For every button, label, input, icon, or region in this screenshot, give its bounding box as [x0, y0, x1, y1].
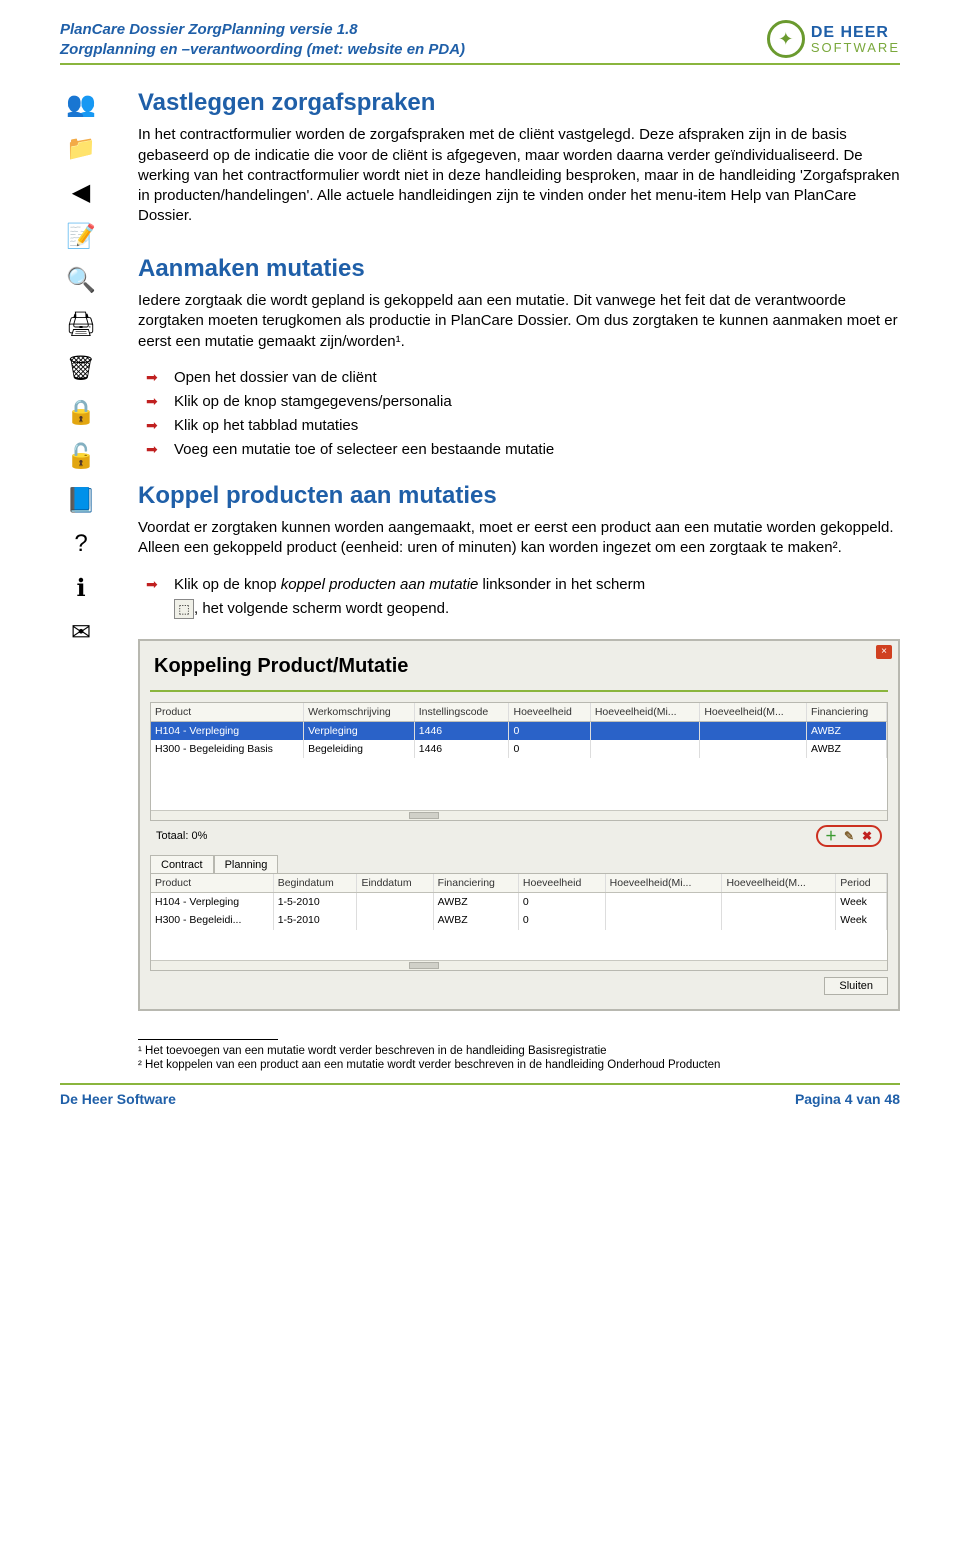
window-title: Koppeling Product/Mutatie [154, 653, 888, 680]
header-title-block: PlanCare Dossier ZorgPlanning versie 1.8… [60, 20, 465, 59]
main-content: Vastleggen zorgafspraken In het contract… [138, 83, 900, 1073]
users-icon[interactable]: 👥 [60, 83, 102, 125]
column-header[interactable]: Hoeveelheid(Mi... [605, 874, 722, 893]
column-header[interactable]: Hoeveelheid [518, 874, 605, 893]
add-icon[interactable]: ＋ [824, 829, 838, 843]
scrollbar-bottom[interactable] [151, 960, 887, 970]
column-header[interactable]: Einddatum [357, 874, 433, 893]
column-header[interactable]: Hoeveelheid [509, 703, 590, 722]
table-products: ProductWerkomschrijvingInstellingscodeHo… [151, 703, 887, 759]
footer-page: Pagina 4 van 48 [795, 1091, 900, 1107]
link-product-icon: ⬚ [174, 599, 194, 619]
column-header[interactable]: Hoeveelheid(Mi... [590, 703, 700, 722]
table-bottom-panel: ProductBegindatumEinddatumFinancieringHo… [150, 873, 888, 971]
bullet-item: Klik op de knop stamgegevens/personalia [170, 390, 900, 414]
para-aanmaken: Iedere zorgtaak die wordt gepland is gek… [138, 291, 900, 352]
page: PlanCare Dossier ZorgPlanning versie 1.8… [0, 0, 960, 1544]
footnote-1: ¹ Het toevoegen van een mutatie wordt ve… [138, 1044, 900, 1059]
para-vastleggen: In het contractformulier worden de zorga… [138, 125, 900, 226]
search-icon[interactable]: 🔍 [60, 259, 102, 301]
brand-logo: ✦ DE HEER SOFTWARE [767, 20, 900, 58]
header-line-1: PlanCare Dossier ZorgPlanning versie 1.8 [60, 20, 465, 40]
header-line-2: Zorgplanning en –verantwoording (met: we… [60, 40, 465, 60]
sidebar: 👥📁◀📝🔍🖨🗑🔒🔓📘?ℹ✉ [60, 83, 108, 1073]
column-header[interactable]: Hoeveelheid(M... [700, 703, 807, 722]
window-title-rule [150, 690, 888, 692]
tab-contract[interactable]: Contract [150, 855, 214, 873]
window-close-icon[interactable]: × [876, 645, 892, 659]
tab-strip: Contract Planning [150, 855, 888, 873]
table-top-panel: ProductWerkomschrijvingInstellingscodeHo… [150, 702, 888, 822]
book-icon[interactable]: 📘 [60, 479, 102, 521]
para-koppel: Voordat er zorgtaken kunnen worden aange… [138, 518, 900, 559]
footnotes: ¹ Het toevoegen van een mutatie wordt ve… [138, 1039, 900, 1074]
bullet-text-em: koppel producten aan mutatie [281, 576, 479, 593]
bullet-list-koppel: Klik op de knop koppel producten aan mut… [170, 573, 900, 621]
table-row[interactable]: H104 - Verpleging1-5-2010AWBZ0Week [151, 893, 887, 912]
table-row[interactable]: H300 - Begeleiding BasisBegeleiding14460… [151, 740, 887, 758]
table-row[interactable]: H300 - Begeleidi...1-5-2010AWBZ0Week [151, 911, 887, 929]
scrollbar-top[interactable] [151, 810, 887, 820]
info-icon[interactable]: ℹ [60, 567, 102, 609]
print-icon[interactable]: 🖨 [60, 303, 102, 345]
page-header: PlanCare Dossier ZorgPlanning versie 1.8… [60, 20, 900, 59]
delete-folder-icon[interactable]: 🗑 [60, 347, 102, 389]
column-header[interactable]: Product [151, 874, 273, 893]
column-header[interactable]: Product [151, 703, 304, 722]
bullet-after-icon: , het volgende scherm wordt geopend. [194, 600, 449, 617]
bullet-list-aanmaken: Open het dossier van de cliëntKlik op de… [170, 366, 900, 462]
column-header[interactable]: Instellingscode [414, 703, 509, 722]
edit-icon[interactable]: ✎ [842, 829, 856, 843]
page-footer: De Heer Software Pagina 4 van 48 [60, 1091, 900, 1107]
table-contract: ProductBegindatumEinddatumFinancieringHo… [151, 874, 887, 930]
bullet-item: Klik op het tabblad mutaties [170, 414, 900, 438]
screenshot-koppeling: × Koppeling Product/Mutatie ProductWerko… [138, 639, 900, 1011]
logo-text-2: SOFTWARE [811, 41, 900, 54]
totaal-label: Totaal: 0% [156, 829, 207, 844]
table-row[interactable]: H104 - VerplegingVerpleging14460AWBZ [151, 721, 887, 740]
footer-rule [60, 1083, 900, 1085]
bullet-text-post: linksonder in het scherm [478, 576, 645, 593]
help-icon[interactable]: ? [60, 523, 102, 565]
column-header[interactable]: Hoeveelheid(M... [722, 874, 836, 893]
action-buttons: ＋ ✎ ✖ [816, 825, 882, 847]
footer-brand: De Heer Software [60, 1091, 176, 1107]
column-header[interactable]: Period [836, 874, 887, 893]
heading-aanmaken: Aanmaken mutaties [138, 253, 900, 285]
folder-icon[interactable]: 📁 [60, 127, 102, 169]
heading-vastleggen: Vastleggen zorgafspraken [138, 87, 900, 119]
close-button[interactable]: Sluiten [824, 977, 888, 995]
back-arrow-icon[interactable]: ◀ [60, 171, 102, 213]
column-header[interactable]: Begindatum [273, 874, 357, 893]
footnote-2: ² Het koppelen van een product aan een m… [138, 1058, 900, 1073]
bullet-text-pre: Klik op de knop [174, 576, 281, 593]
column-header[interactable]: Financiering [807, 703, 887, 722]
header-rule [60, 63, 900, 65]
bullet-item: Open het dossier van de cliënt [170, 366, 900, 390]
column-header[interactable]: Financiering [433, 874, 518, 893]
heading-koppel: Koppel producten aan mutaties [138, 480, 900, 512]
logo-mark-icon: ✦ [767, 20, 805, 58]
remove-icon[interactable]: ✖ [860, 829, 874, 843]
mail-icon[interactable]: ✉ [60, 611, 102, 653]
tab-planning[interactable]: Planning [214, 855, 279, 873]
logo-text-1: DE HEER [811, 25, 900, 41]
column-header[interactable]: Werkomschrijving [304, 703, 415, 722]
note-add-icon[interactable]: 📝 [60, 215, 102, 257]
unlock-icon[interactable]: 🔓 [60, 435, 102, 477]
bullet-item: Voeg een mutatie toe of selecteer een be… [170, 438, 900, 462]
lock-icon[interactable]: 🔒 [60, 391, 102, 433]
bullet-koppel: Klik op de knop koppel producten aan mut… [170, 573, 900, 621]
